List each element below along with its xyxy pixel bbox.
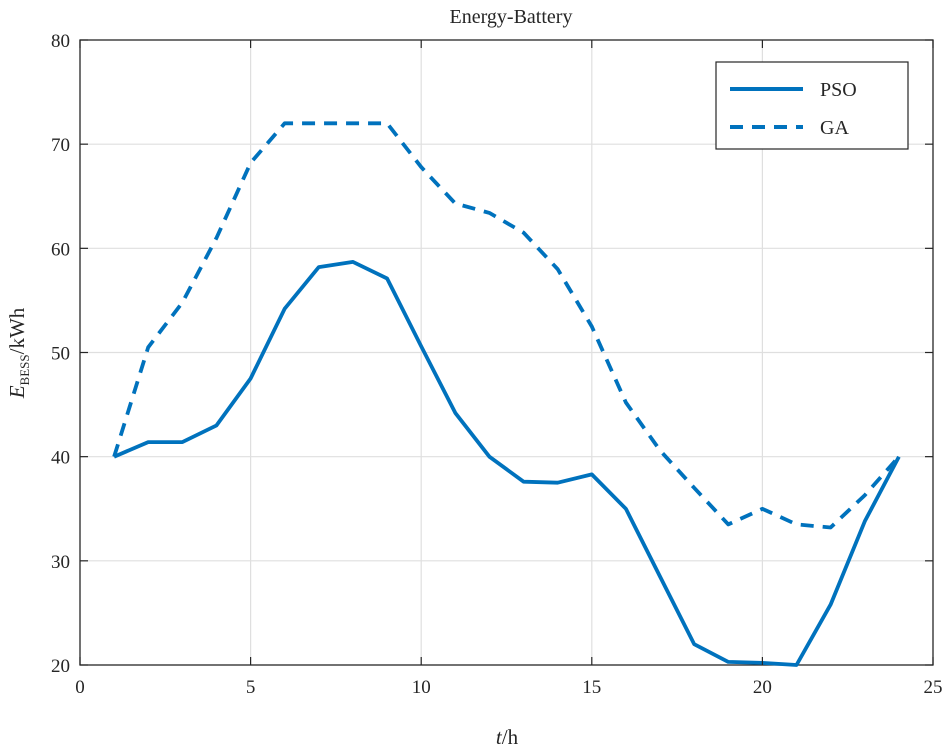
x-tick-label: 25 [924,677,943,698]
x-tick-label: 20 [753,677,772,698]
y-tick-label: 30 [51,552,70,573]
series-layer [112,121,901,667]
y-tick-label: 70 [51,135,70,156]
x-tick-label: 0 [75,677,85,698]
x-tick-label: 15 [582,677,601,698]
legend-label-pso: PSO [820,79,857,101]
y-tick-label: 50 [51,344,70,365]
series-line-ga [112,121,901,530]
x-axis-label: t/h [496,725,519,749]
legend-label-ga: GA [820,117,849,139]
x-tick-label: 10 [412,677,431,698]
x-axis-label-var: t [496,725,503,749]
series-line-pso [113,259,901,667]
y-tick-label: 20 [51,656,70,677]
y-tick-label: 60 [51,239,70,260]
y-axis-label: EBESS/kWh [5,307,32,399]
chart-title: Energy-Battery [450,6,573,28]
legend: PSO GA [715,61,909,150]
y-axis-label-var: E [5,385,29,399]
x-axis-label-unit: /h [502,725,519,749]
axis-ticks: 0 5 10 15 20 25 20 30 40 50 60 70 80 [51,31,943,698]
legend-box [715,61,909,150]
y-axis-label-unit: /kWh [5,307,29,354]
y-axis-label-subscript: BESS [17,354,32,385]
y-tick-label: 80 [51,31,70,52]
x-tick-label: 5 [246,677,256,698]
y-tick-label: 40 [51,448,70,469]
